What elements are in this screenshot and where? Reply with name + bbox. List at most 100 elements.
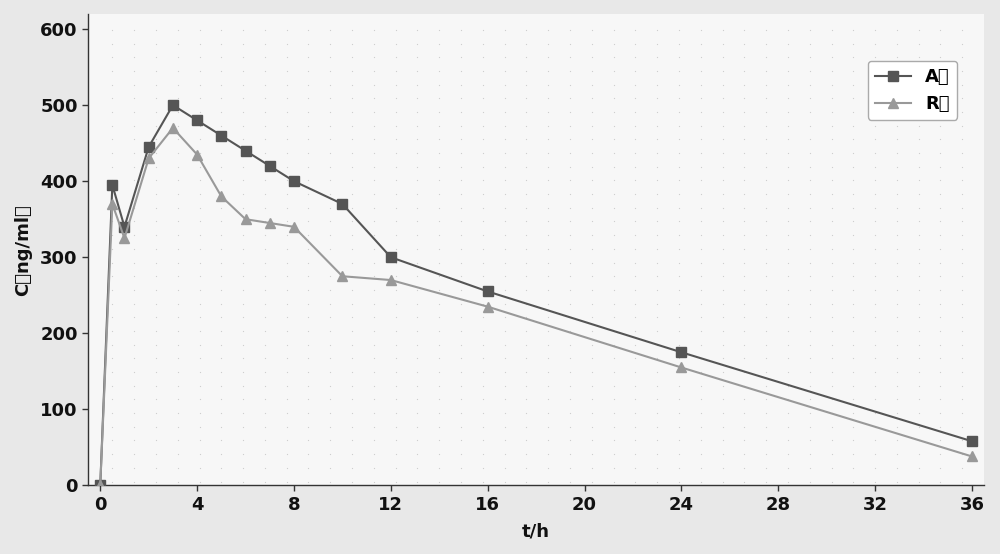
Point — [584, 176, 600, 185]
Point — [475, 107, 491, 116]
Point — [431, 368, 447, 377]
Point — [126, 272, 142, 281]
Point — [758, 272, 774, 281]
Point — [758, 203, 774, 212]
Point — [671, 189, 687, 198]
Point — [126, 94, 142, 102]
Point — [170, 326, 186, 335]
R药 — [966, 453, 978, 460]
Point — [715, 285, 731, 294]
Point — [911, 162, 927, 171]
Point — [322, 381, 338, 390]
Legend: A药, R药: A药, R药 — [868, 60, 957, 120]
Point — [409, 148, 425, 157]
Point — [192, 340, 208, 349]
Point — [780, 217, 796, 226]
Point — [148, 409, 164, 418]
Point — [366, 135, 382, 144]
Point — [867, 326, 883, 335]
Point — [213, 39, 229, 48]
Point — [780, 176, 796, 185]
Point — [213, 381, 229, 390]
Point — [213, 368, 229, 377]
Point — [889, 203, 905, 212]
Point — [911, 299, 927, 308]
Point — [257, 340, 273, 349]
Point — [758, 25, 774, 34]
Point — [911, 354, 927, 363]
Point — [126, 53, 142, 61]
Point — [388, 231, 404, 240]
Point — [758, 80, 774, 89]
Point — [889, 340, 905, 349]
Point — [366, 121, 382, 130]
Point — [322, 409, 338, 418]
Point — [388, 395, 404, 404]
Point — [279, 231, 295, 240]
Point — [431, 409, 447, 418]
Point — [257, 217, 273, 226]
Point — [954, 450, 970, 459]
Point — [758, 231, 774, 240]
Point — [235, 422, 251, 431]
Point — [845, 189, 861, 198]
Point — [235, 340, 251, 349]
Point — [845, 354, 861, 363]
Point — [300, 450, 316, 459]
Point — [889, 121, 905, 130]
Point — [954, 464, 970, 473]
Point — [497, 135, 513, 144]
Point — [475, 313, 491, 322]
Point — [497, 422, 513, 431]
Point — [584, 39, 600, 48]
Point — [911, 381, 927, 390]
Point — [780, 94, 796, 102]
Point — [736, 340, 752, 349]
Point — [213, 53, 229, 61]
Point — [736, 464, 752, 473]
Point — [257, 368, 273, 377]
Point — [235, 381, 251, 390]
Point — [518, 258, 534, 267]
Point — [388, 162, 404, 171]
Point — [126, 381, 142, 390]
Point — [932, 189, 948, 198]
Point — [104, 477, 120, 486]
Point — [715, 272, 731, 281]
Point — [780, 162, 796, 171]
Point — [671, 381, 687, 390]
Point — [235, 39, 251, 48]
Point — [758, 368, 774, 377]
Point — [192, 80, 208, 89]
Point — [540, 381, 556, 390]
Point — [344, 162, 360, 171]
Point — [649, 94, 665, 102]
Point — [453, 422, 469, 431]
Point — [431, 313, 447, 322]
Point — [170, 53, 186, 61]
Point — [192, 176, 208, 185]
A药 — [675, 349, 687, 356]
Point — [126, 354, 142, 363]
Point — [584, 477, 600, 486]
Point — [693, 477, 709, 486]
Point — [497, 244, 513, 253]
Point — [518, 285, 534, 294]
Point — [213, 258, 229, 267]
Point — [932, 203, 948, 212]
Point — [954, 477, 970, 486]
Point — [540, 135, 556, 144]
Point — [693, 217, 709, 226]
Point — [802, 285, 818, 294]
Point — [671, 340, 687, 349]
Point — [104, 464, 120, 473]
Point — [845, 94, 861, 102]
Point — [104, 285, 120, 294]
Point — [540, 203, 556, 212]
Point — [366, 231, 382, 240]
Point — [627, 340, 643, 349]
Point — [126, 326, 142, 335]
Point — [954, 39, 970, 48]
Point — [497, 368, 513, 377]
Point — [126, 368, 142, 377]
